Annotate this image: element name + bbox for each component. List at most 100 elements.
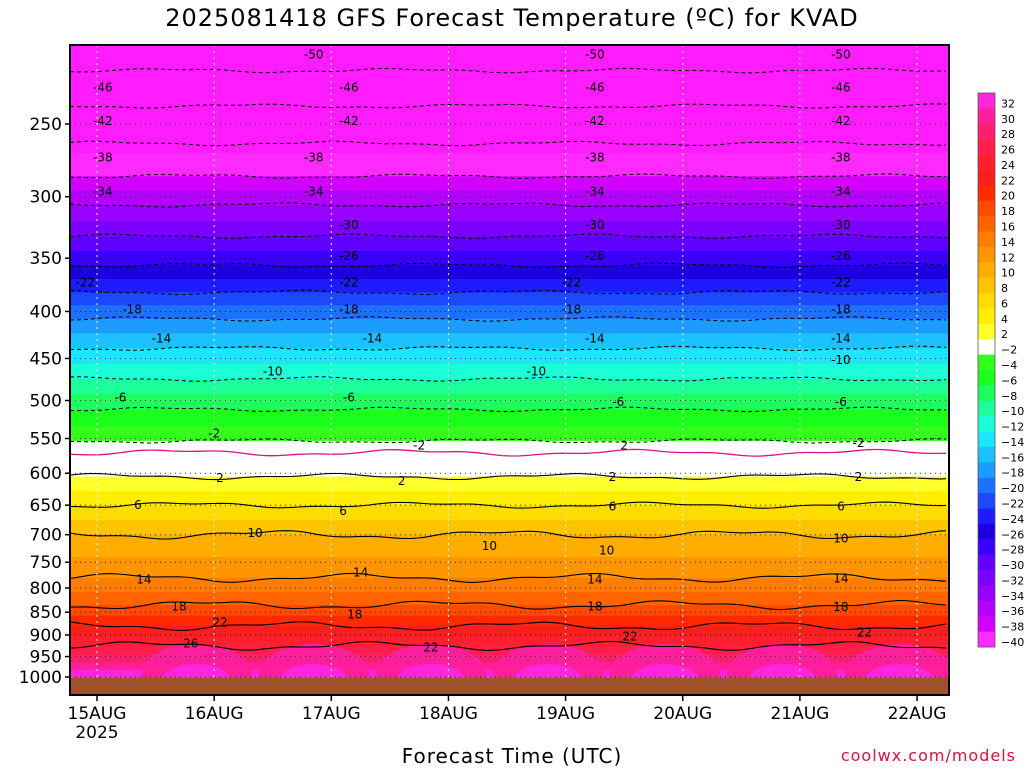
temperature-band xyxy=(70,326,949,334)
contour-label: -18 xyxy=(831,302,851,316)
contour-label: -26 xyxy=(339,249,359,263)
temperature-band xyxy=(70,505,949,514)
colorbar-swatch xyxy=(978,400,995,417)
temperature-band xyxy=(70,318,949,327)
x-tick-label: 16AUG xyxy=(185,704,244,724)
temperature-band xyxy=(70,169,949,177)
contour-label: -22 xyxy=(75,276,95,290)
contour-label: -38 xyxy=(93,151,113,165)
colorbar-swatch xyxy=(978,169,995,186)
contour-label: -42 xyxy=(339,114,359,128)
contour-label: -14 xyxy=(152,331,172,345)
temperature-band xyxy=(70,251,949,259)
isotherm-dashed xyxy=(70,406,947,413)
colorbar-label: −10 xyxy=(1001,405,1024,418)
temperature-band xyxy=(70,556,949,569)
contour-label: -42 xyxy=(585,114,605,128)
temperature-band xyxy=(70,143,949,154)
contour-labels: -50 -50 -50 -46 -46 -46 -46 -42 -42 -42 -42 -38 -38 -… xyxy=(75,47,871,654)
colorbar-swatch xyxy=(978,446,995,463)
warm-blob-core xyxy=(983,664,1024,696)
colorbar-label: 24 xyxy=(1001,159,1015,172)
temperature-band xyxy=(70,272,949,280)
colorbar-swatch xyxy=(978,323,995,340)
temperature-band xyxy=(70,133,949,145)
credit-link[interactable]: coolwx.com/models xyxy=(840,746,1016,765)
y-axis: 250 300 350 400 450 500 550 600 650 700 750 800 850 9… xyxy=(19,115,70,688)
y-tick-label: 900 xyxy=(30,626,62,646)
temperature-band xyxy=(70,626,949,632)
colorbar-swatch xyxy=(978,277,995,294)
contour-label: 26 xyxy=(183,636,198,650)
temperature-band xyxy=(70,45,949,54)
temperature-band xyxy=(70,476,949,485)
y-tick-label: 1000 xyxy=(19,668,62,688)
chart-title: 2025081418 GFS Forecast Temperature (ºC)… xyxy=(165,4,859,32)
colorbar-label: −2 xyxy=(1001,344,1017,357)
y-tick-label: 450 xyxy=(30,349,62,369)
colorbar-swatch xyxy=(978,616,995,633)
contour-label: -10 xyxy=(527,365,547,379)
y-tick-label: 400 xyxy=(30,302,62,322)
colorbar-swatch xyxy=(978,293,995,309)
temperature-band xyxy=(70,96,949,107)
temperature-band xyxy=(70,378,949,387)
contour-label: -22 xyxy=(831,276,851,290)
colorbar-label: −36 xyxy=(1001,605,1024,618)
colorbar-swatch xyxy=(978,308,995,325)
temperature-band xyxy=(70,426,949,436)
contour-label: -38 xyxy=(831,151,851,165)
contour-label: 10 xyxy=(833,532,848,546)
colorbar-legend: 32 30 28 26 24 22 20 18 16 14 12 10 8 6 4 2 −2 −4 −6 −8 −10 −… xyxy=(977,92,1024,649)
contour-label: -18 xyxy=(339,302,359,316)
contour-label: 6 xyxy=(339,504,347,518)
colorbar-label: −26 xyxy=(1001,528,1024,541)
y-tick-label: 700 xyxy=(30,526,62,546)
temperature-band xyxy=(70,446,949,454)
colorbar-label: 30 xyxy=(1001,113,1015,126)
contour-label: -46 xyxy=(339,80,359,94)
temperature-band xyxy=(70,641,949,647)
temperature-band xyxy=(70,605,949,612)
colorbar-swatch xyxy=(978,523,995,540)
colorbar-swatch xyxy=(978,539,995,556)
temperature-band xyxy=(70,483,949,492)
temperature-band xyxy=(70,190,949,198)
temperature-band xyxy=(70,61,949,72)
temperature-band xyxy=(70,340,949,349)
contour-label: 22 xyxy=(423,641,438,655)
temperature-band xyxy=(70,584,949,593)
colorbar-swatch xyxy=(978,585,995,602)
contour-label: -34 xyxy=(831,184,851,198)
contour-label: -22 xyxy=(562,276,582,290)
colorbar-label: −32 xyxy=(1001,574,1024,587)
temperature-band xyxy=(70,298,949,306)
temperature-band xyxy=(70,333,949,341)
colorbar-swatch xyxy=(978,462,995,479)
colorbar-frame xyxy=(977,92,996,648)
isotherm-solid xyxy=(70,530,947,540)
temperature-band xyxy=(70,615,949,622)
colorbar-label: −34 xyxy=(1001,590,1024,603)
temperature-band xyxy=(70,115,949,125)
y-tick-label: 500 xyxy=(30,392,62,412)
colorbar-label: −4 xyxy=(1001,359,1017,372)
temperature-band xyxy=(70,577,949,586)
temperature-band xyxy=(70,452,949,466)
temperature-band xyxy=(70,305,949,313)
contour-label: -34 xyxy=(304,184,324,198)
contour-label: -38 xyxy=(304,151,324,165)
contour-label: 10 xyxy=(599,543,614,557)
contour-label: -6 xyxy=(114,390,126,404)
contour-label: 10 xyxy=(482,539,497,553)
contour-label: 22 xyxy=(622,630,637,644)
colorbar-label: −6 xyxy=(1001,374,1017,387)
colorbar-label: −38 xyxy=(1001,621,1024,634)
temperature-band xyxy=(70,106,949,116)
colorbar-label: −40 xyxy=(1001,636,1024,649)
contour-label: -46 xyxy=(93,80,113,94)
contour-label: 22 xyxy=(857,625,872,639)
isotherm-solid xyxy=(70,472,947,481)
temperature-bands xyxy=(70,45,1024,696)
contour-label: -14 xyxy=(362,331,382,345)
